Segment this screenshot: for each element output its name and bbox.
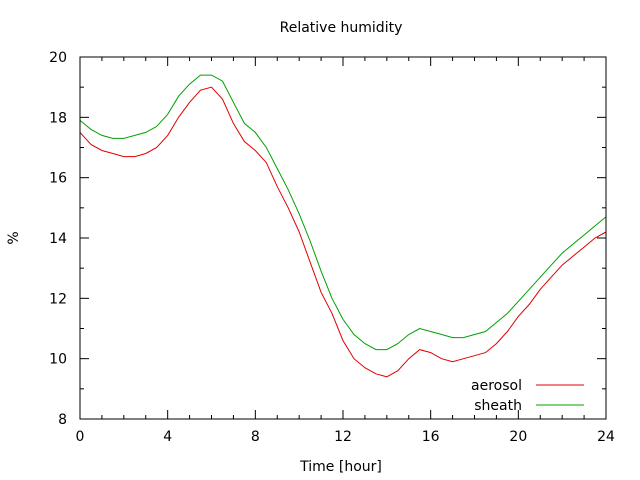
plot-frame bbox=[79, 56, 607, 420]
x-tick-label: 24 bbox=[597, 429, 615, 445]
chart-title: Relative humidity bbox=[280, 20, 403, 36]
x-tick-label: 0 bbox=[76, 429, 85, 445]
x-tick-label: 20 bbox=[509, 429, 527, 445]
y-tick-label: 18 bbox=[49, 110, 67, 126]
y-tick-label: 10 bbox=[49, 352, 67, 368]
x-tick-label: 8 bbox=[251, 429, 260, 445]
x-tick-label: 16 bbox=[422, 429, 440, 445]
x-tick-label: 12 bbox=[334, 429, 352, 445]
series-line-aerosol bbox=[79, 86, 607, 378]
legend-label-sheath: sheath bbox=[474, 398, 522, 414]
x-tick-label: 4 bbox=[163, 429, 172, 445]
x-axis-label: Time [hour] bbox=[299, 459, 382, 475]
series-line-sheath bbox=[79, 74, 607, 351]
y-tick-label: 20 bbox=[49, 50, 67, 66]
legend: aerosol sheath bbox=[471, 378, 584, 414]
y-tick-label: 12 bbox=[49, 291, 67, 307]
axis-ticks: 0 4 8 12 16 20 24 8 10 12 14 16 18 20 bbox=[49, 50, 615, 445]
plot-series bbox=[79, 74, 607, 378]
y-tick-label: 16 bbox=[49, 171, 67, 187]
y-axis-label: % bbox=[6, 231, 22, 244]
y-tick-label: 14 bbox=[49, 231, 67, 247]
y-tick-label: 8 bbox=[58, 412, 67, 428]
legend-label-aerosol: aerosol bbox=[471, 378, 522, 394]
